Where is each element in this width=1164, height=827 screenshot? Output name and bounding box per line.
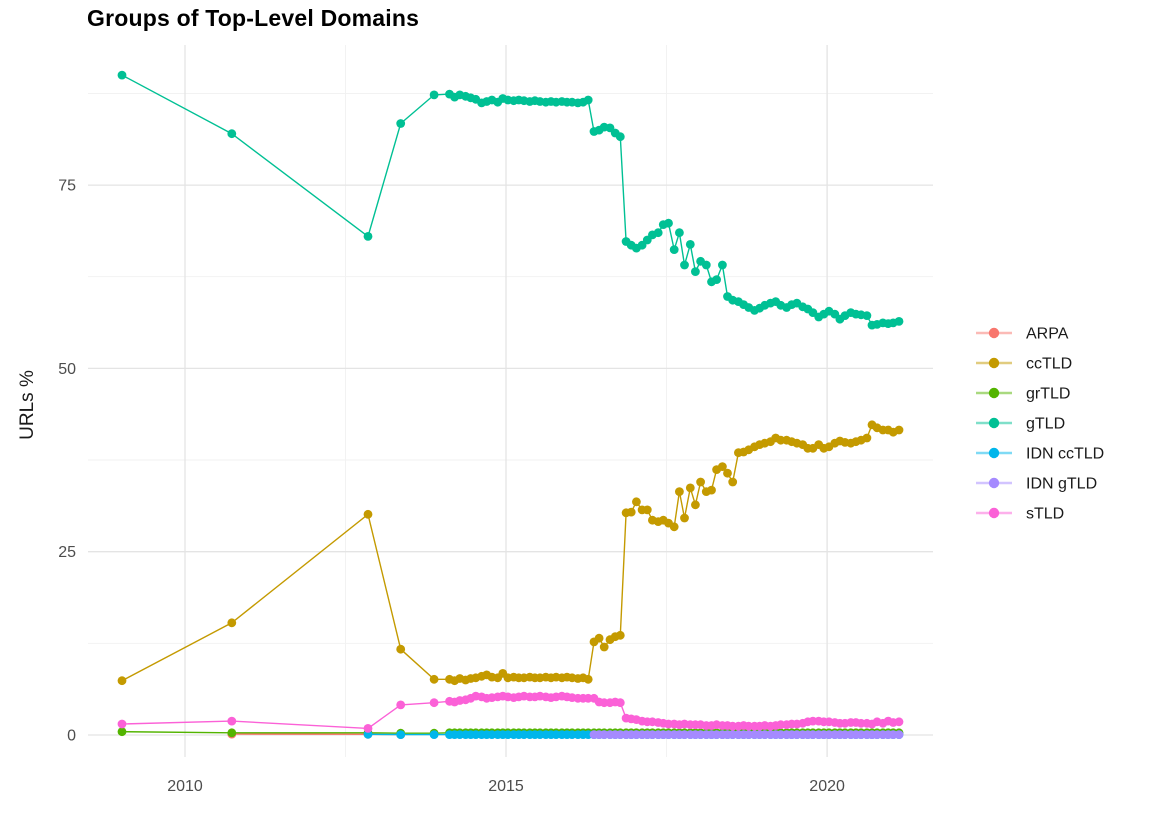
data-point [396,700,406,710]
y-tick-label: 75 [58,178,76,195]
data-point [396,644,406,654]
data-point [696,477,705,487]
data-point [599,642,609,652]
legend-label: gTLD [1026,416,1065,433]
series-ccTLD [117,420,904,686]
data-point [680,260,689,270]
data-point [894,717,904,727]
series-line [121,74,900,326]
data-point [669,522,679,532]
data-point [675,228,684,238]
data-point [363,232,373,241]
y-tick-label: 0 [67,728,76,745]
legend-key-dot [988,417,1000,429]
data-point [685,240,695,249]
data-point [718,462,727,471]
data-point [691,500,700,510]
data-point [675,487,684,496]
data-point [626,507,636,517]
grid-major [88,45,933,757]
data-point [583,674,593,684]
legend-item-ARPA: ARPA [976,326,1069,343]
data-point [117,676,127,686]
data-point [429,730,439,739]
legend-item-IDN-ccTLD: IDN ccTLD [976,446,1104,463]
data-point [429,698,439,708]
legend-key-dot [988,477,1000,489]
series-IDN-gTLD [589,730,904,739]
legend-item-sTLD: sTLD [976,506,1064,523]
legend: ARPA ccTLD grTLD gTLD IDN ccTLD IDN gTLD sTLD [976,326,1104,523]
data-point [227,129,237,139]
data-point [664,218,673,228]
data-point [429,674,439,684]
x-axis: 2010 2015 2020 [167,778,845,795]
y-axis-title: URLs % [17,370,38,440]
data-point [117,727,127,737]
series-gTLD [117,70,904,330]
data-point [701,260,711,270]
data-point [707,485,716,495]
legend-label: ccTLD [1026,356,1072,373]
legend-label: grTLD [1026,386,1070,403]
legend-label: sTLD [1026,506,1064,523]
data-point [615,698,625,708]
data-point [396,119,406,128]
data-point [363,509,373,519]
legend-item-IDN-gTLD: IDN gTLD [976,476,1097,493]
legend-key-dot [988,357,1000,369]
data-point [680,513,689,523]
series-sTLD [117,691,904,733]
series-line [121,423,900,682]
y-tick-label: 50 [58,361,76,378]
data-point [653,228,663,238]
x-tick-label: 2015 [488,778,524,795]
legend-key-dot [988,387,1000,399]
data-point [894,730,904,739]
legend-key-dot [988,447,1000,459]
y-tick-label: 25 [58,544,76,561]
data-point [894,425,904,435]
data-point [594,633,604,643]
data-point [117,719,127,729]
data-point [615,132,625,142]
data-point [363,724,373,733]
legend-item-gTLD: gTLD [976,416,1065,433]
legend-item-grTLD: grTLD [976,386,1070,403]
data-point [117,70,127,80]
data-point [669,245,679,255]
data-point [712,275,721,284]
legend-label: IDN ccTLD [1026,446,1104,463]
data-point [632,497,641,507]
data-point [728,477,738,487]
data-point [227,728,237,738]
data-point [718,260,727,270]
data-point [583,95,593,105]
data-point [429,90,439,100]
legend-item-ccTLD: ccTLD [976,356,1072,373]
legend-label: ARPA [1026,326,1069,343]
data-point [642,505,652,515]
chart-title: Groups of Top-Level Domains [87,5,420,31]
data-point [862,311,872,320]
data-point [227,716,237,726]
legend-label: IDN gTLD [1026,476,1097,493]
y-axis: 0 25 50 75 [58,178,76,745]
data-point [894,317,904,326]
data-point [396,730,406,739]
grid-minor [88,45,933,757]
data-point [723,468,732,478]
data-point [691,267,700,276]
data-point [685,483,695,493]
data-point [862,433,872,443]
legend-key-dot [988,507,1000,519]
data-point [615,630,625,640]
x-tick-label: 2010 [167,778,203,795]
data-point [227,618,237,628]
x-tick-label: 2020 [809,778,845,795]
legend-key-dot [988,327,1000,339]
